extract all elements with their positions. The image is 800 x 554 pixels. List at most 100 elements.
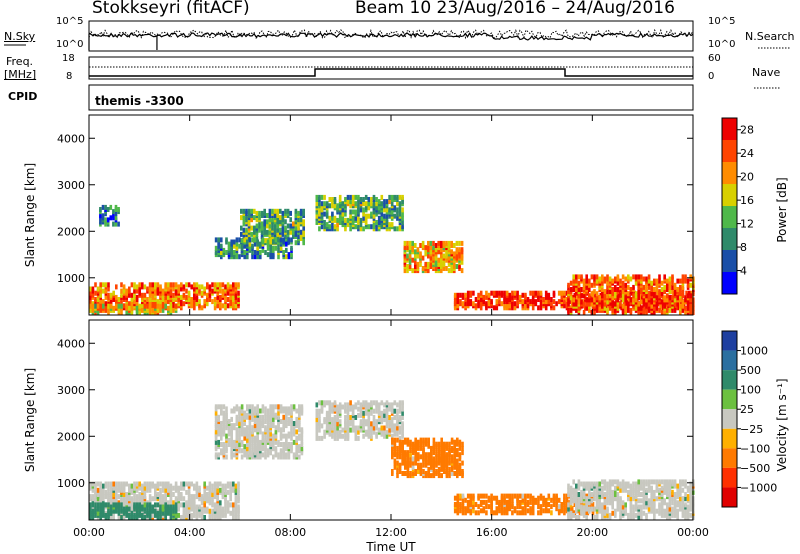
velocity-echo-cell [193,502,196,508]
power-echo-cell [440,253,443,259]
velocity-echo-cell [529,506,532,512]
velocity-echo-cell [190,498,193,504]
velocity-echo-cell [248,448,252,454]
velocity-echo-cell [190,506,193,512]
velocity-echo-cell [220,448,223,454]
velocity-echo-cell [362,410,365,416]
velocity-echo-cell [336,404,339,410]
velocity-echo-cell [547,493,551,499]
power-echo-cell [193,299,196,305]
velocity-echo-cell [125,492,128,497]
power-echo-cell [148,303,152,309]
velocity-echo-cell [94,481,97,487]
power-echo-cell [611,299,614,305]
velocity-echo-cell [211,483,214,489]
power-echo-cell [274,237,278,243]
velocity-echo-cell [653,508,656,514]
velocity-echo-cell [290,408,293,414]
velocity-echo-cell [456,466,459,472]
velocity-echo-cell [495,495,499,501]
velocity-echo-cell [235,414,239,420]
velocity-echo-cell [627,512,630,518]
velocity-echo-cell [461,504,465,510]
velocity-echo-cell [295,416,298,422]
power-echo-cell [259,250,262,255]
velocity-echo-cell [253,416,257,422]
velocity-echo-cell [125,481,128,487]
velocity-echo-cell [621,483,625,489]
velocity-echo-cell [261,435,265,441]
velocity-echo-cell [216,496,219,502]
velocity-echo-cell [243,427,246,433]
power-echo-cell [383,207,386,213]
power-echo-cell [375,197,378,202]
power-echo-cell [102,288,105,294]
velocity-echo-cell [614,485,617,491]
velocity-echo-cell [272,433,275,439]
velocity-echo-cell [508,493,512,499]
velocity-echo-cell [141,483,144,489]
power-echo-cell [195,282,199,288]
velocity-echo-cell [318,435,321,441]
velocity-echo-cell [154,512,157,518]
velocity-echo-cell [663,498,666,504]
power-echo-cell [650,303,653,309]
power-echo-cell [240,208,243,214]
velocity-echo-cell [274,404,278,410]
power-echo-cell [364,217,368,223]
freq-left-tick-top: 18 [62,53,75,64]
noise-right-tick-bottom: 10^0 [708,39,736,50]
velocity-echo-cell [266,448,270,454]
velocity-echo-cell [107,481,110,487]
power-echo-cell [250,208,253,214]
velocity-echo-cell [453,508,457,514]
y-tick-label: 3000 [57,179,85,192]
velocity-echo-cell [298,433,301,439]
velocity-echo-cell [580,504,583,510]
velocity-echo-cell [122,492,126,497]
velocity-echo-cell [357,425,360,431]
power-echo-cell [393,194,397,200]
velocity-echo-cell [521,493,525,499]
velocity-echo-cell [115,494,118,500]
power-echo-cell [432,245,435,251]
power-echo-cell [588,293,591,299]
power-echo-cell [263,238,266,244]
velocity-echo-cell [647,483,651,489]
velocity-echo-cell [216,481,219,487]
velocity-echo-cell [159,515,162,520]
power-echo-cell [237,282,240,288]
velocity-echo-cell [344,415,347,420]
power-echo-cell [266,252,270,258]
power-echo-cell [676,287,679,292]
velocity-echo-cell [290,404,293,410]
power-echo-cell [686,293,690,299]
velocity-echo-cell [575,494,578,500]
velocity-echo-cell [409,448,412,453]
power-echo-cell [434,247,438,253]
velocity-echo-cell [492,495,496,501]
velocity-echo-cell [367,421,371,427]
velocity-echo-cell [107,502,110,508]
velocity-echo-cell [577,492,581,497]
velocity-echo-cell [572,512,575,518]
velocity-echo-cell [240,439,244,445]
power-echo-cell [429,249,433,255]
velocity-echo-cell [182,481,186,487]
velocity-echo-cell [174,481,178,487]
velocity-echo-cell [253,423,257,429]
power-echo-cell [242,234,246,239]
power-echo-cell [277,254,280,260]
power-echo-cell [582,310,586,315]
power-echo-cell [684,310,687,315]
velocity-echo-cell [264,406,267,412]
velocity-echo-cell [128,506,131,512]
velocity-echo-cell [575,515,578,520]
power-echo-cell [624,282,627,288]
power-echo-cell [663,303,666,309]
power-echo-cell [109,292,113,298]
velocity-echo-cell [401,415,404,420]
velocity-echo-cell [569,510,573,516]
power-echo-cell [437,261,440,267]
